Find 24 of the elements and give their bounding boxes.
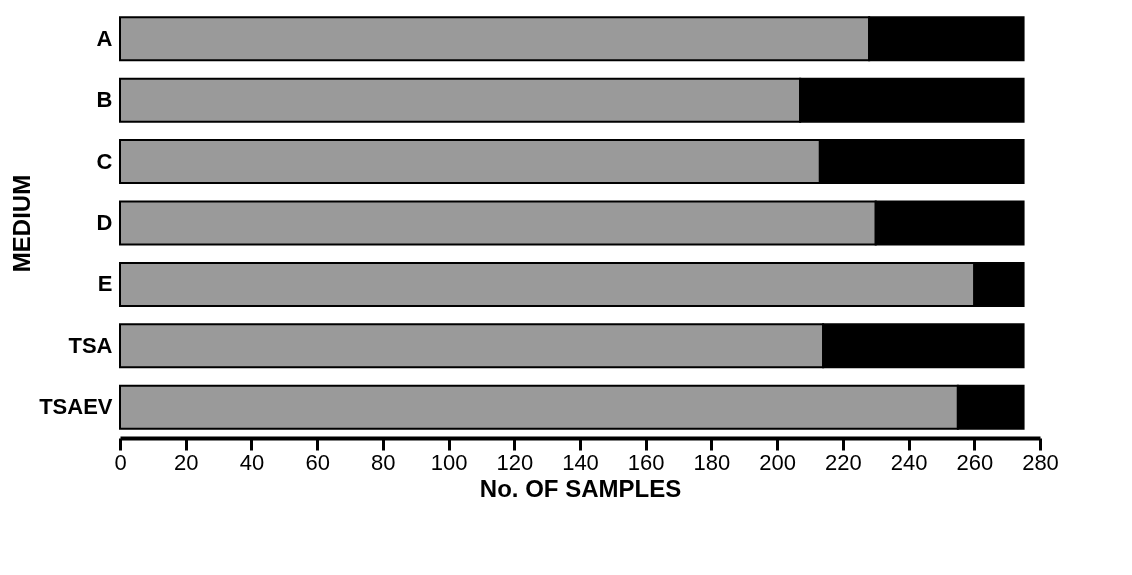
x-tick-label: 40	[239, 449, 265, 475]
x-axis-title: No. OF SAMPLES	[479, 474, 682, 502]
y-tick-label: C	[96, 148, 113, 174]
y-tick-label: TSA	[68, 332, 113, 358]
x-tick-label: 20	[173, 449, 199, 475]
x-tick-label: 60	[305, 449, 330, 475]
x-tick-label: 260	[956, 449, 994, 475]
x-tick-label: 0	[114, 449, 127, 475]
x-tick-label: 80	[371, 449, 396, 475]
x-tick-label: 120	[496, 449, 534, 475]
y-axis-title: MEDIUM	[8, 174, 36, 273]
x-tick-label: 100	[430, 449, 468, 475]
y-tick-label: E	[97, 271, 113, 297]
y-tick-label: D	[96, 210, 113, 235]
x-tick-label: 280	[1022, 449, 1059, 475]
y-tick-label: TSAEV	[39, 394, 113, 420]
x-tick-label: 240	[890, 449, 928, 475]
y-tick-label: A	[96, 25, 113, 51]
x-tick-label: 200	[759, 449, 796, 475]
x-tick-label: 160	[627, 449, 665, 475]
x-tick-label: 140	[562, 449, 599, 475]
y-tick-label: B	[96, 87, 113, 113]
x-tick-label: 180	[693, 449, 731, 475]
x-tick-label: 220	[825, 449, 862, 475]
